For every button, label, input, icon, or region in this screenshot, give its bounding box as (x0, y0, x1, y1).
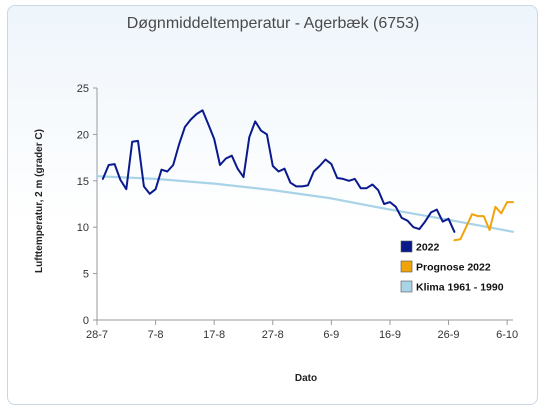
x-tick-label: 6-10 (496, 329, 518, 341)
series-line-klima-1961-1990 (95, 175, 515, 233)
legend-label: Prognose 2022 (416, 262, 491, 274)
chart-panel (7, 5, 538, 405)
y-tick-label: 10 (77, 222, 89, 234)
y-tick-label: 15 (77, 176, 89, 188)
legend-swatch (400, 240, 413, 253)
legend-label: Klima 1961 - 1990 (416, 282, 504, 294)
x-tick-label: 26-9 (438, 329, 460, 341)
legend-swatch (400, 260, 413, 273)
x-tick-label: 27-8 (262, 329, 284, 341)
series-line-prognose-2022 (453, 201, 514, 242)
legend: 2022 Prognose 2022 Klima 1961 - 1990 (400, 240, 504, 294)
y-tick-label: 25 (77, 83, 89, 95)
x-tick-label: 28-7 (86, 329, 108, 341)
y-tick-label: 0 (83, 315, 89, 327)
series-layer (95, 109, 515, 242)
x-tick-label: 17-8 (203, 329, 225, 341)
y-tick-label: 20 (77, 129, 89, 141)
x-tick-label: 16-9 (379, 329, 401, 341)
legend-label: 2022 (416, 242, 440, 254)
series-line-2022 (101, 109, 456, 233)
chart-title: Døgnmiddeltemperatur - Agerbæk (6753) (127, 15, 420, 32)
x-tick-label: 6-9 (323, 329, 339, 341)
axes: 0 5 10 15 20 25 28-7 7-8 17-8 27-8 6-9 16-9 26-9 6-10 (77, 83, 518, 341)
x-tick-label: 7-8 (148, 329, 164, 341)
x-axis-label: Dato (295, 373, 317, 384)
y-tick-label: 5 (83, 269, 89, 281)
legend-swatch (400, 280, 413, 293)
y-axis-label: Lufttemperatur, 2 m (grader C) (34, 129, 45, 273)
